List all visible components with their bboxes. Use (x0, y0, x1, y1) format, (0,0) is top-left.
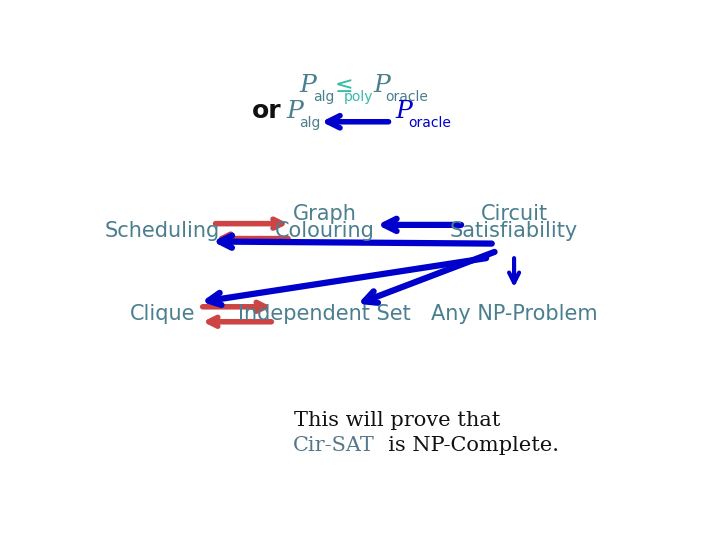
Text: Satisfiability: Satisfiability (450, 221, 578, 241)
Text: Circuit: Circuit (480, 205, 548, 225)
Text: or: or (252, 99, 282, 123)
Text: Graph: Graph (292, 205, 356, 225)
Text: alg: alg (313, 90, 335, 104)
Text: Colouring: Colouring (274, 221, 374, 241)
Text: oracle: oracle (408, 116, 451, 130)
Text: oracle: oracle (386, 90, 428, 104)
Text: P: P (287, 99, 303, 123)
Text: ≤: ≤ (334, 76, 353, 96)
Text: P: P (300, 74, 316, 97)
Text: alg: alg (300, 116, 320, 130)
Text: P: P (396, 99, 413, 123)
Text: poly: poly (344, 90, 374, 104)
Text: Scheduling: Scheduling (105, 221, 220, 241)
Text: This will prove that: This will prove that (294, 411, 500, 430)
Text: is NP-Complete.: is NP-Complete. (374, 436, 559, 455)
Text: Clique: Clique (130, 304, 195, 325)
Text: Cir-SAT: Cir-SAT (293, 436, 374, 455)
Text: Independent Set: Independent Set (238, 304, 410, 325)
Text: P: P (373, 74, 390, 97)
Text: Any NP-Problem: Any NP-Problem (431, 304, 598, 325)
